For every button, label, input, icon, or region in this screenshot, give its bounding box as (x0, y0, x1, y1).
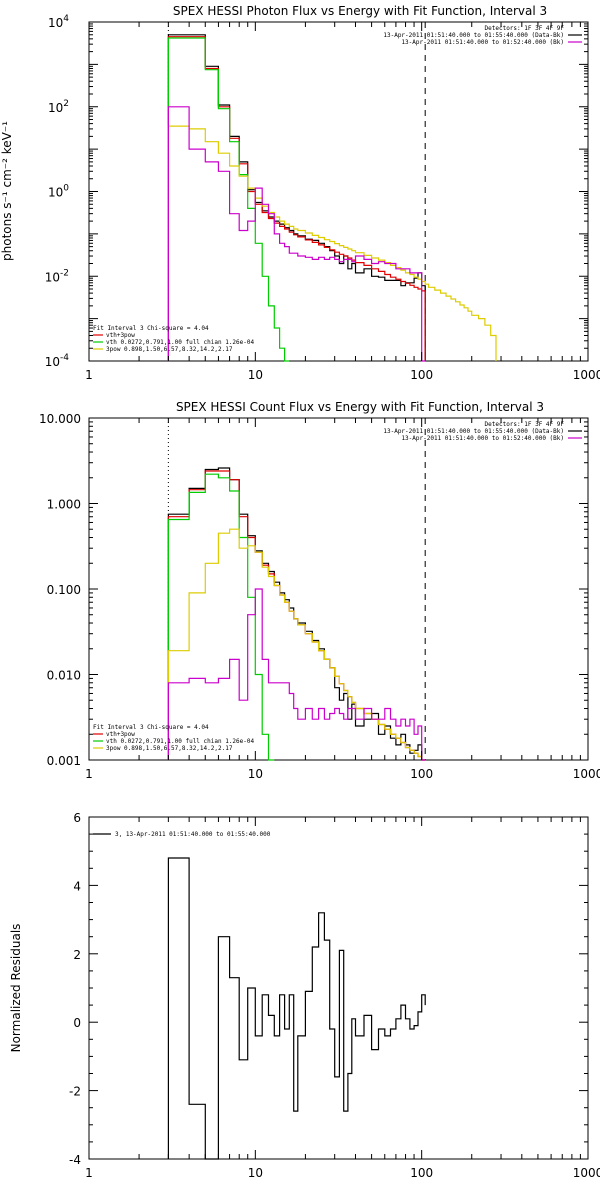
photon-flux-panel: SPEX HESSI Photon Flux vs Energy with Fi… (0, 4, 600, 382)
x-tick-label: 100 (410, 1166, 433, 1180)
x-tick-label: 1000 (573, 368, 600, 382)
legend-text: 13-Apr-2011 01:51:40.000 to 01:55:40.000… (383, 32, 564, 39)
y-tick-label: 0.100 (47, 583, 81, 597)
spectrum-series (167, 473, 275, 761)
y-tick-label: 2 (73, 948, 81, 962)
y-tick-label: 1.000 (47, 498, 81, 512)
residuals-panel: Normalized Residuals 1 10 100 1000 6 4 2 0 -2 -4… (9, 811, 600, 1180)
spectrum-series (167, 467, 426, 761)
spectrum-series (167, 106, 426, 362)
chart-title: SPEX HESSI Photon Flux vs Energy with Fi… (173, 4, 547, 18)
x-tick-label: 1000 (573, 1166, 600, 1180)
x-tick-label: 1 (85, 368, 93, 382)
x-tick-label: 10 (248, 1166, 263, 1180)
y-tick-label: 104 (48, 14, 69, 30)
legend-text: 13-Apr-2011 01:51:40.000 to 01:52:40.000… (401, 435, 564, 442)
spectrum-series (167, 528, 426, 761)
plot-frame (88, 816, 589, 1160)
y-tick-label: 100 (48, 184, 69, 200)
legend-text: Detectors: 1F 3F 4F 9F (485, 421, 565, 428)
x-tick-label: 1 (85, 767, 93, 781)
y-axis-label: photons s⁻¹ cm⁻² keV⁻¹ (0, 121, 14, 261)
spectrum-series (167, 857, 426, 1160)
legend-text: vth 0.0272,0.791,1.00 full chian 1.26e-0… (106, 339, 254, 346)
chart-title: SPEX HESSI Count Flux vs Energy with Fit… (176, 400, 544, 414)
y-tick-label: 4 (73, 879, 81, 893)
spectrum-series (167, 470, 426, 761)
legend-text: 3pow 0.898,1.50,6.57,8.32,14.2,2.17 (106, 346, 233, 353)
legend-text: 13-Apr-2011 01:51:40.000 to 01:55:40.000… (383, 428, 564, 435)
x-tick-label: 10 (248, 368, 263, 382)
count-flux-panel: SPEX HESSI Count Flux vs Energy with Fit… (39, 400, 600, 781)
y-tick-label: 10.000 (39, 412, 81, 426)
x-tick-label: 100 (410, 767, 433, 781)
y-tick-label: -2 (69, 1085, 81, 1099)
legend-text: vth+3pow (106, 332, 135, 339)
spectrum-series (167, 588, 426, 761)
legend-text: Fit Interval 3 Chi-square = 4.04 (93, 325, 209, 332)
y-tick-label: 0 (73, 1016, 81, 1030)
y-tick-label: 0.001 (47, 754, 81, 768)
plot-frame (88, 21, 589, 362)
legend-text: 3, 13-Apr-2011 01:51:40.000 to 01:55:40.… (115, 831, 271, 838)
x-tick-label: 1 (85, 1166, 93, 1180)
legend-text: vth 0.0272,0.791,1.00 full chian 1.26e-0… (106, 738, 254, 745)
x-tick-label: 1000 (573, 767, 600, 781)
x-tick-label: 10 (248, 767, 263, 781)
legend-text: 3pow 0.898,1.50,6.57,8.32,14.2,2.17 (106, 745, 233, 752)
spectrum-series (167, 34, 426, 361)
legend-text: Detectors: 1F 3F 4F 9F (485, 25, 565, 32)
y-tick-label: 10-4 (45, 353, 70, 369)
legend-text: vth+3pow (106, 731, 135, 738)
y-axis-label: Normalized Residuals (9, 924, 23, 1053)
y-tick-label: 6 (73, 811, 81, 825)
x-tick-label: 100 (410, 368, 433, 382)
spectrum-series (167, 36, 426, 361)
y-tick-label: -4 (69, 1153, 81, 1167)
y-tick-label: 0.010 (47, 669, 81, 683)
y-tick-label: 102 (48, 99, 69, 115)
legend-text: 13-Apr-2011 01:51:40.000 to 01:52:40.000… (401, 39, 564, 46)
spectrum-series (167, 125, 497, 361)
spectrum-series (167, 37, 290, 362)
y-tick-label: 10-2 (45, 268, 69, 284)
legend-text: Fit Interval 3 Chi-square = 4.04 (93, 724, 209, 731)
